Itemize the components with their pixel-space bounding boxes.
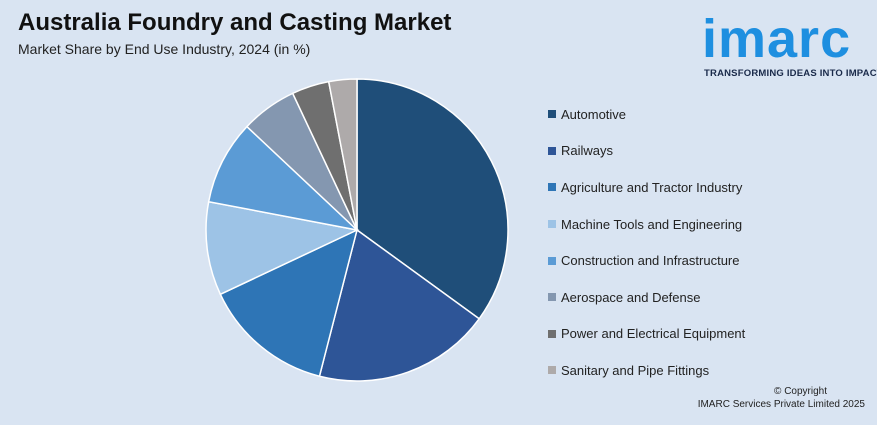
legend-swatch — [548, 110, 556, 119]
legend-label: Agriculture and Tractor Industry — [561, 179, 743, 195]
logo-wordmark: imarc — [702, 9, 852, 69]
logo-tagline: TRANSFORMING IDEAS INTO IMPACT — [704, 68, 877, 79]
chart-title: Australia Foundry and Casting Market — [18, 9, 452, 36]
pie-slice-agriculture-and-tractor-industry — [219, 228, 359, 378]
legend-swatch — [548, 220, 556, 229]
pie-slice-sanitary-and-pipe-fittings — [327, 78, 358, 231]
pie-slice-machine-tools-and-engineering — [205, 200, 360, 296]
legend-swatch — [548, 329, 556, 338]
copyright-line-2: IMARC Services Private Limited 2025 — [697, 399, 865, 410]
legend-label: Railways — [561, 143, 614, 159]
legend-label: Automotive — [561, 106, 627, 122]
copyright-notice: © Copyright IMARC Services Private Limit… — [698, 385, 865, 411]
legend-label: Machine Tools and Engineering — [561, 216, 743, 232]
legend-swatch — [548, 293, 556, 302]
legend-label: Sanitary and Pipe Fittings — [561, 362, 710, 378]
legend-item: Automotive — [548, 96, 745, 133]
pie-slice-automotive — [356, 78, 509, 320]
legend-label: Power and Electrical Equipment — [561, 326, 746, 342]
chart-legend: Automotive Railways Agriculture and Tracto… — [548, 96, 745, 389]
pie-slice-construction-and-infrastructure — [207, 125, 360, 232]
legend-item: Sanitary and Pipe Fittings — [548, 352, 745, 389]
copyright-line-1: © Copyright — [774, 386, 827, 397]
legend-item: Machine Tools and Engineering — [548, 206, 745, 243]
legend-swatch — [548, 256, 556, 265]
legend-item: Construction and Infrastructure — [548, 242, 745, 279]
legend-swatch — [548, 146, 556, 155]
legend-label: Aerospace and Defense — [561, 289, 701, 305]
legend-label: Construction and Infrastructure — [561, 253, 740, 269]
legend-swatch — [548, 183, 556, 192]
legend-item: Aerospace and Defense — [548, 279, 745, 316]
chart-subtitle: Market Share by End Use Industry, 2024 (… — [18, 41, 311, 57]
legend-item: Power and Electrical Equipment — [548, 316, 745, 353]
legend-item: Agriculture and Tractor Industry — [548, 169, 745, 206]
legend-swatch — [548, 366, 556, 375]
pie-slice-railways — [318, 228, 481, 382]
imarc-logo: imarc TRANSFORMING IDEAS INTO IMPACT — [700, 6, 877, 82]
legend-item: Railways — [548, 133, 745, 170]
